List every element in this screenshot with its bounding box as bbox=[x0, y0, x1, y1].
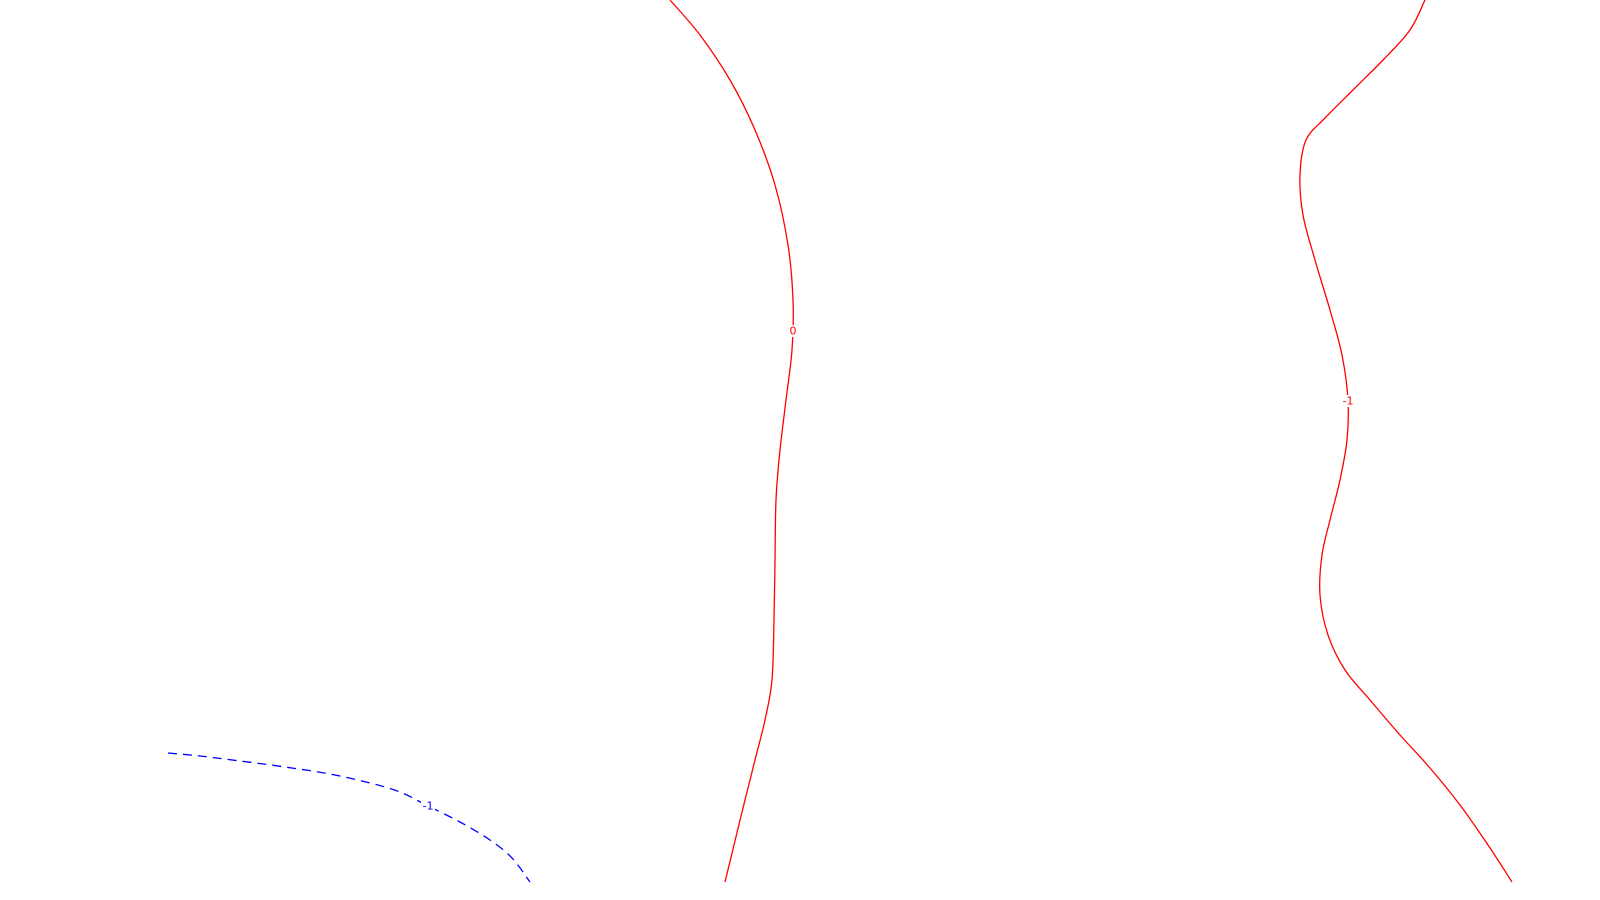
contour-label-background bbox=[786, 325, 800, 337]
contour-labels-layer: 0 -1 -1 bbox=[421, 325, 1355, 813]
contour-label-2: -1 bbox=[423, 800, 434, 813]
contour-label-1: -1 bbox=[1343, 395, 1354, 408]
contour-label-0: 0 bbox=[790, 325, 797, 338]
contour-lines-layer bbox=[167, 0, 1513, 883]
contour-line-solid-0 bbox=[669, 0, 794, 883]
contour-label-background bbox=[1341, 395, 1355, 407]
contour-line-solid-1 bbox=[1299, 0, 1513, 883]
contour-label-background bbox=[421, 800, 435, 812]
contour-line-dashed-2 bbox=[167, 752, 531, 883]
